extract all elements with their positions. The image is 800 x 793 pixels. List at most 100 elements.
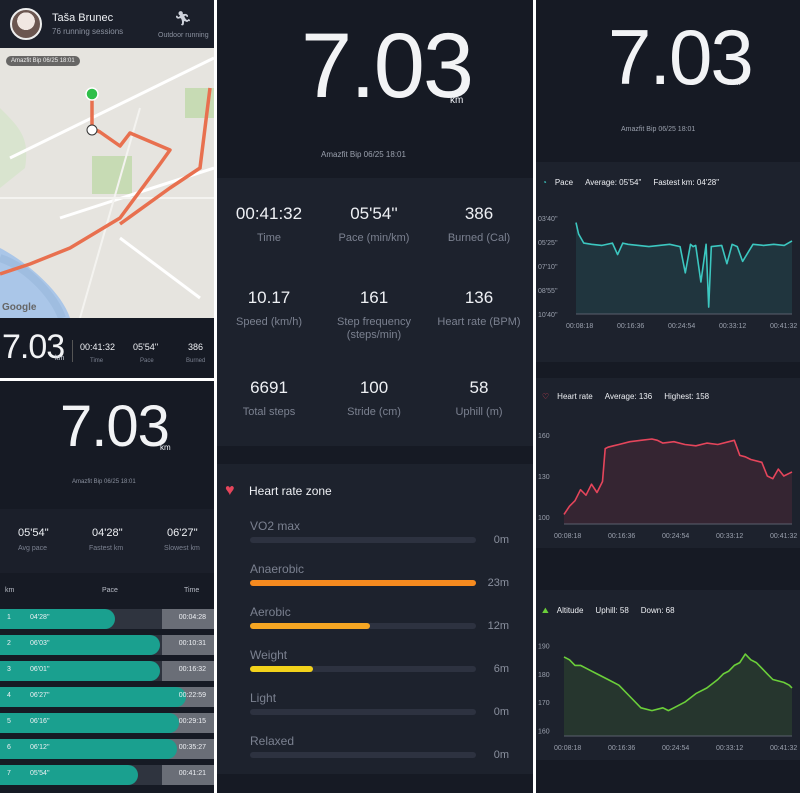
x-tick-label: 00:16:36	[617, 323, 644, 330]
zone-bar-track	[250, 709, 476, 715]
zone-bar-track	[250, 580, 476, 586]
pace-column-header: Pace	[102, 587, 118, 594]
zone-label: Anaerobic	[250, 562, 305, 576]
x-tick-label: 00:16:36	[608, 533, 635, 540]
device-timestamp: Amazfit Bip 06/25 18:01	[621, 126, 696, 133]
time-label: Time	[90, 358, 104, 364]
split-pace-bar	[0, 765, 138, 785]
pace-chart-title: Pace	[554, 178, 574, 187]
zone-label: Relaxed	[250, 734, 295, 748]
pace-fastest: Fastest km: 04'28"	[653, 178, 720, 187]
split-row[interactable]: 5 06'16'' 00:29:15	[0, 713, 214, 733]
series-line	[563, 653, 793, 712]
split-km: 4	[7, 692, 11, 699]
split-pace: 04'28''	[30, 614, 50, 621]
pace-chart[interactable]: ◔ Pace Average: 05'54" Fastest km: 04'28" 0…	[536, 162, 800, 362]
zone-bar-track	[250, 752, 476, 758]
splits-header: km Pace Time	[0, 581, 214, 601]
heart-rate-chart[interactable]: ♡ Heart rate Average: 136 Highest: 158 160 1…	[536, 378, 800, 548]
zone-label: Light	[250, 691, 277, 705]
slowest-km-label: Slowest km	[164, 545, 200, 552]
metric-value: 386	[464, 204, 494, 223]
gauge-icon: ◔	[542, 178, 547, 187]
split-pace: 06'12''	[30, 744, 50, 751]
metric-label: Burned (Cal)	[447, 232, 511, 244]
y-tick-label: 07'10''	[538, 264, 558, 271]
heart-outline-icon: ♡	[542, 392, 550, 401]
x-tick-label: 00:24:54	[662, 745, 689, 752]
split-pace: 06'01''	[30, 666, 50, 673]
split-time: 00:29:15	[178, 718, 206, 725]
split-time: 00:16:32	[178, 666, 206, 673]
metric-label: Stride (cm)	[347, 406, 401, 418]
split-km: 7	[7, 770, 11, 777]
x-tick-label: 00:24:54	[668, 323, 695, 330]
zone-label: Aerobic	[250, 605, 291, 619]
split-pace: 06'27''	[30, 692, 50, 699]
split-row[interactable]: 2 06'03'' 00:10:31	[0, 635, 214, 655]
split-km: 3	[7, 666, 11, 673]
pace-summary: 05'54'' Avg pace 04'28'' Fastest km 06'2…	[0, 509, 214, 573]
metric-value: 58	[469, 378, 489, 397]
zone-bar-fill	[250, 666, 313, 672]
slowest-km-value: 06'27''	[167, 527, 198, 539]
split-km: 1	[7, 614, 11, 621]
zone-minutes: 0m	[493, 706, 509, 718]
split-km: 6	[7, 744, 11, 751]
x-tick-label: 00:08:18	[566, 323, 593, 330]
split-time-bg	[162, 609, 214, 629]
metric-value: 05'54''	[350, 204, 398, 223]
session-count: 76 running sessions	[52, 27, 124, 36]
distance-unit: km	[160, 443, 171, 452]
zone-minutes: 6m	[493, 663, 509, 675]
distance-value: 7.03	[301, 15, 474, 117]
y-tick-label: 08'55''	[538, 288, 558, 295]
metric-value: 161	[359, 288, 389, 307]
split-pace-bar	[0, 635, 160, 655]
distance-unit: km	[55, 355, 65, 362]
time-column-header: Time	[184, 587, 200, 594]
heart-rate-zone-section: ♥ Heart rate zone VO2 max 0m Anaerobic 23m A…	[217, 464, 533, 774]
y-tick-label: 160	[538, 728, 550, 735]
split-row[interactable]: 7 05'54'' 00:41:21	[0, 765, 214, 785]
split-time-bg	[162, 765, 214, 785]
zone-minutes: 0m	[493, 534, 509, 546]
split-row[interactable]: 3 06'01'' 00:16:32	[0, 661, 214, 681]
distance-value: 7.03	[608, 13, 754, 101]
burned-value: 386	[188, 342, 204, 352]
split-pace-bar	[0, 609, 115, 629]
split-km: 2	[7, 640, 11, 647]
zone-label: VO2 max	[250, 519, 301, 533]
fastest-km-value: 04'28''	[92, 527, 123, 539]
split-row[interactable]: 6 06'12'' 00:35:27	[0, 739, 214, 759]
distance-value: 7.03	[2, 328, 65, 366]
split-pace: 06'03''	[30, 640, 50, 647]
route-map[interactable]	[0, 48, 214, 318]
profile-header: Taša Brunec 76 running sessions 🏃︎ Outdo…	[0, 0, 214, 48]
distance-value: 7.03	[60, 394, 170, 459]
mountain-icon: ⛰︎	[542, 606, 549, 615]
splits-card: 7.03 km Amazfit Bip 06/25 18:01 05'54'' …	[0, 381, 214, 793]
split-row[interactable]: 1 04'28'' 00:04:28	[0, 609, 214, 629]
burned-label: Burned	[186, 358, 206, 364]
split-row[interactable]: 4 06'27'' 00:22:59	[0, 687, 214, 707]
y-tick-label: 03'40''	[538, 216, 558, 223]
zone-bar-track	[250, 623, 476, 629]
x-tick-label: 00:33:12	[716, 745, 743, 752]
altitude-uphill: Uphill: 58	[595, 606, 629, 615]
km-column-header: km	[5, 587, 15, 594]
x-tick-label: 00:41:32	[770, 745, 797, 752]
altitude-down: Down: 68	[640, 606, 675, 615]
fastest-km-label: Fastest km	[89, 545, 124, 552]
device-timestamp: Amazfit Bip 06/25 18:01	[321, 150, 406, 159]
metric-value: 00:41:32	[235, 204, 303, 223]
split-pace-bar	[0, 661, 160, 681]
altitude-chart[interactable]: ⛰︎ Altitude Uphill: 58 Down: 68 190 180 170 16…	[536, 590, 800, 760]
avatar[interactable]	[10, 8, 42, 40]
zone-bar-track	[250, 666, 476, 672]
y-tick-label: 160	[538, 433, 550, 440]
heart-chart-title: Heart rate	[557, 392, 593, 401]
metric-value: 136	[464, 288, 494, 307]
zone-bar-fill	[250, 623, 370, 629]
zone-label: Weight	[250, 648, 288, 662]
